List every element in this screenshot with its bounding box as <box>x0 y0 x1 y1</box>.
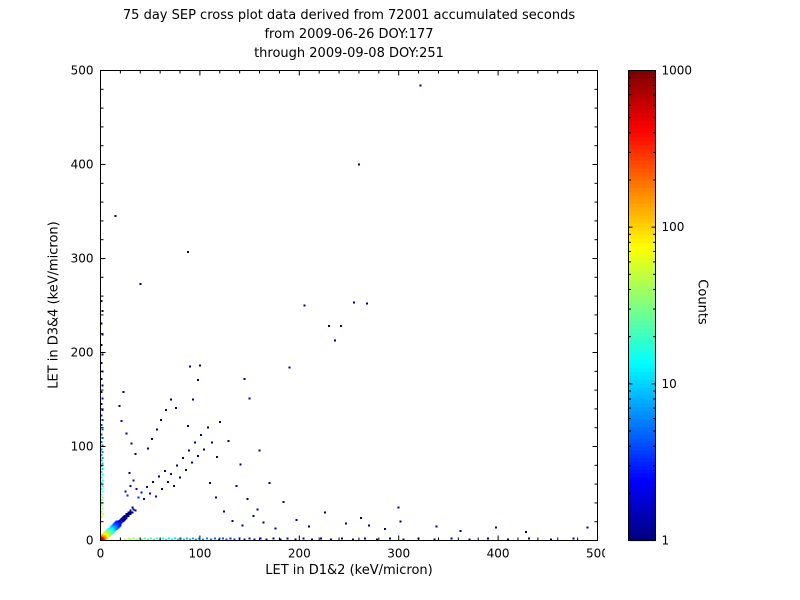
svg-text:0: 0 <box>97 547 105 561</box>
svg-text:100: 100 <box>188 547 211 561</box>
svg-text:100: 100 <box>71 440 94 454</box>
colorbar: 1 10 100 1000 <box>628 64 693 548</box>
svg-text:0: 0 <box>86 534 94 548</box>
svg-text:400: 400 <box>487 547 510 561</box>
svg-text:10: 10 <box>662 377 677 391</box>
title-line-2: from 2009-06-26 DOY:177 <box>264 27 434 42</box>
x-axis-label: LET in D1&2 (keV/micron) <box>265 563 433 578</box>
title-line-3: through 2009-09-08 DOY:251 <box>254 46 444 61</box>
colorbar-label: Counts <box>694 279 710 325</box>
title-line-1: 75 day SEP cross plot data derived from … <box>122 8 576 23</box>
svg-text:300: 300 <box>387 547 410 561</box>
svg-text:500: 500 <box>586 547 605 561</box>
svg-text:200: 200 <box>288 547 311 561</box>
chart-title: 75 day SEP cross plot data derived from … <box>100 6 598 63</box>
svg-text:500: 500 <box>71 64 94 78</box>
svg-text:200: 200 <box>71 346 94 360</box>
scatter-plot: 0 100 200 300 400 500 0 100 200 300 400 500 <box>71 64 605 561</box>
svg-text:1: 1 <box>662 534 670 548</box>
svg-text:400: 400 <box>71 158 94 172</box>
svg-text:1000: 1000 <box>662 64 693 78</box>
svg-text:300: 300 <box>71 252 94 266</box>
svg-text:100: 100 <box>662 220 685 234</box>
